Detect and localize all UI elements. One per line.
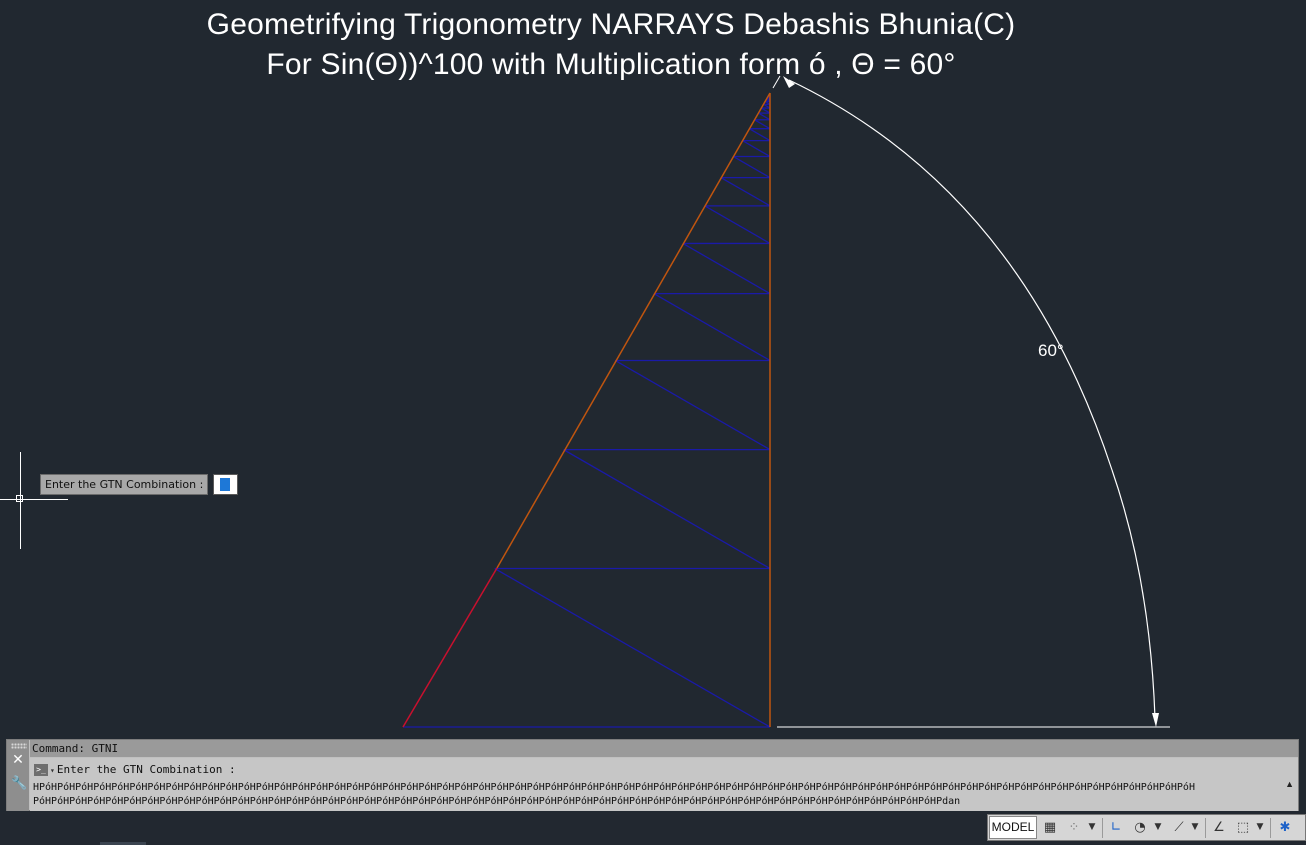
chevron-down-icon[interactable]: ▾	[50, 765, 55, 775]
divider	[1102, 818, 1103, 838]
text-caret	[220, 478, 230, 491]
chevron-down-icon[interactable]: ▼	[1191, 822, 1199, 832]
ortho-icon[interactable]: ∟	[1110, 820, 1122, 835]
command-input-line-1[interactable]: HPóHPóHPóHPóHPóHPóHPóHPóHPóHPóHPóHPóHPóH…	[33, 782, 1195, 793]
trig-drawing	[402, 75, 1170, 728]
zigzag-diagonal-line	[760, 107, 771, 114]
zigzag-diagonal-line	[563, 449, 771, 570]
dimension-arrowhead-bottom	[1152, 713, 1159, 727]
zigzag-diagonal-line	[682, 242, 771, 295]
zigzag-diagonal-line	[754, 119, 771, 130]
zigzag-lines	[403, 94, 771, 728]
command-input-area[interactable]: >_ ▾ Enter the GTN Combination : HPóHPóHPó…	[30, 758, 1298, 811]
workspace-icon[interactable]: ✱	[1279, 820, 1291, 835]
angle-dimension-arc-lower	[1111, 469, 1156, 719]
close-icon[interactable]: ✕	[12, 752, 24, 768]
command-prompt-row: >_ ▾ Enter the GTN Combination :	[32, 762, 236, 777]
chevron-down-icon[interactable]: ▼	[1154, 822, 1162, 832]
status-bar: MODEL ▦ ⁘ ▼ ∟ ◔ ▼ ⟋ ▼ ∠ ⬚ ▼ ✱	[0, 812, 1306, 845]
zigzag-diagonal-line	[732, 155, 771, 179]
drawing-title-line-2: For Sin(Θ))^100 with Multiplication form…	[266, 48, 956, 81]
angle-dimension-arc	[788, 79, 1113, 471]
status-bar-tools: MODEL ▦ ⁘ ▼ ∟ ◔ ▼ ⟋ ▼ ∠ ⬚ ▼ ✱	[987, 814, 1306, 841]
osnap-icon[interactable]: ∠	[1213, 820, 1225, 835]
annotation-icon[interactable]: ⬚	[1236, 820, 1250, 835]
zigzag-diagonal-line	[720, 177, 771, 207]
hypotenuse-upper-line	[496, 92, 771, 569]
isodraft-icon[interactable]: ⟋	[1174, 820, 1184, 835]
command-history: Command: GTNI	[30, 740, 1298, 757]
customize-wrench-icon[interactable]: 🔧	[11, 775, 28, 790]
angle-dimension-label: 60°	[1038, 341, 1064, 360]
dimension-extension-line-top	[772, 75, 781, 89]
grid-icon[interactable]: ▦	[1043, 820, 1057, 835]
command-line-grip[interactable]: ✕ 🔧	[7, 740, 29, 811]
crosshair-pickbox	[16, 495, 23, 502]
zigzag-diagonal-line	[653, 293, 771, 362]
zigzag-diagonal-line	[758, 112, 771, 121]
command-line-window[interactable]: ✕ 🔧 Command: GTNI >_ ▾ Enter the GTN Combi…	[6, 739, 1299, 811]
crosshair-horizontal	[0, 499, 68, 500]
command-prompt-icon[interactable]: >_	[34, 764, 48, 776]
drawing-title-line-1: Geometrifying Trigonometry NARRAYS Debas…	[206, 8, 1016, 41]
polar-icon[interactable]: ◔	[1134, 820, 1146, 835]
command-input-line-2[interactable]: PóHPóHPóHPóHPóHPóHPóHPóHPóHPóHPóHPóHPóHP…	[33, 796, 961, 807]
command-prompt-text: Enter the GTN Combination :	[56, 763, 236, 776]
zigzag-diagonal-line	[614, 359, 771, 451]
model-space-button[interactable]: MODEL	[989, 816, 1037, 839]
scroll-up-icon[interactable]: ▲	[1285, 779, 1294, 789]
zigzag-diagonal-line	[742, 140, 771, 158]
dynamic-input-prompt: Enter the GTN Combination :	[40, 474, 208, 495]
crosshair-vertical	[20, 452, 21, 549]
layout-tab-indicator[interactable]	[100, 842, 146, 845]
chevron-down-icon[interactable]: ▼	[1088, 822, 1096, 832]
dynamic-input-field[interactable]	[213, 474, 238, 495]
chevron-down-icon[interactable]: ▼	[1256, 822, 1264, 832]
zigzag-diagonal-line	[494, 567, 771, 728]
snap-icon[interactable]: ⁘	[1068, 820, 1080, 835]
divider	[1205, 818, 1206, 838]
divider	[1270, 818, 1271, 838]
dimension-arrowhead-top	[783, 76, 795, 88]
drawing-canvas[interactable]: Geometrifying Trigonometry NARRAYS Debas…	[0, 0, 1306, 740]
zigzag-diagonal-line	[704, 205, 771, 245]
drag-handle-icon[interactable]	[11, 743, 27, 749]
zigzag-diagonal-line	[749, 128, 771, 142]
hypotenuse-lower-line	[402, 567, 498, 728]
